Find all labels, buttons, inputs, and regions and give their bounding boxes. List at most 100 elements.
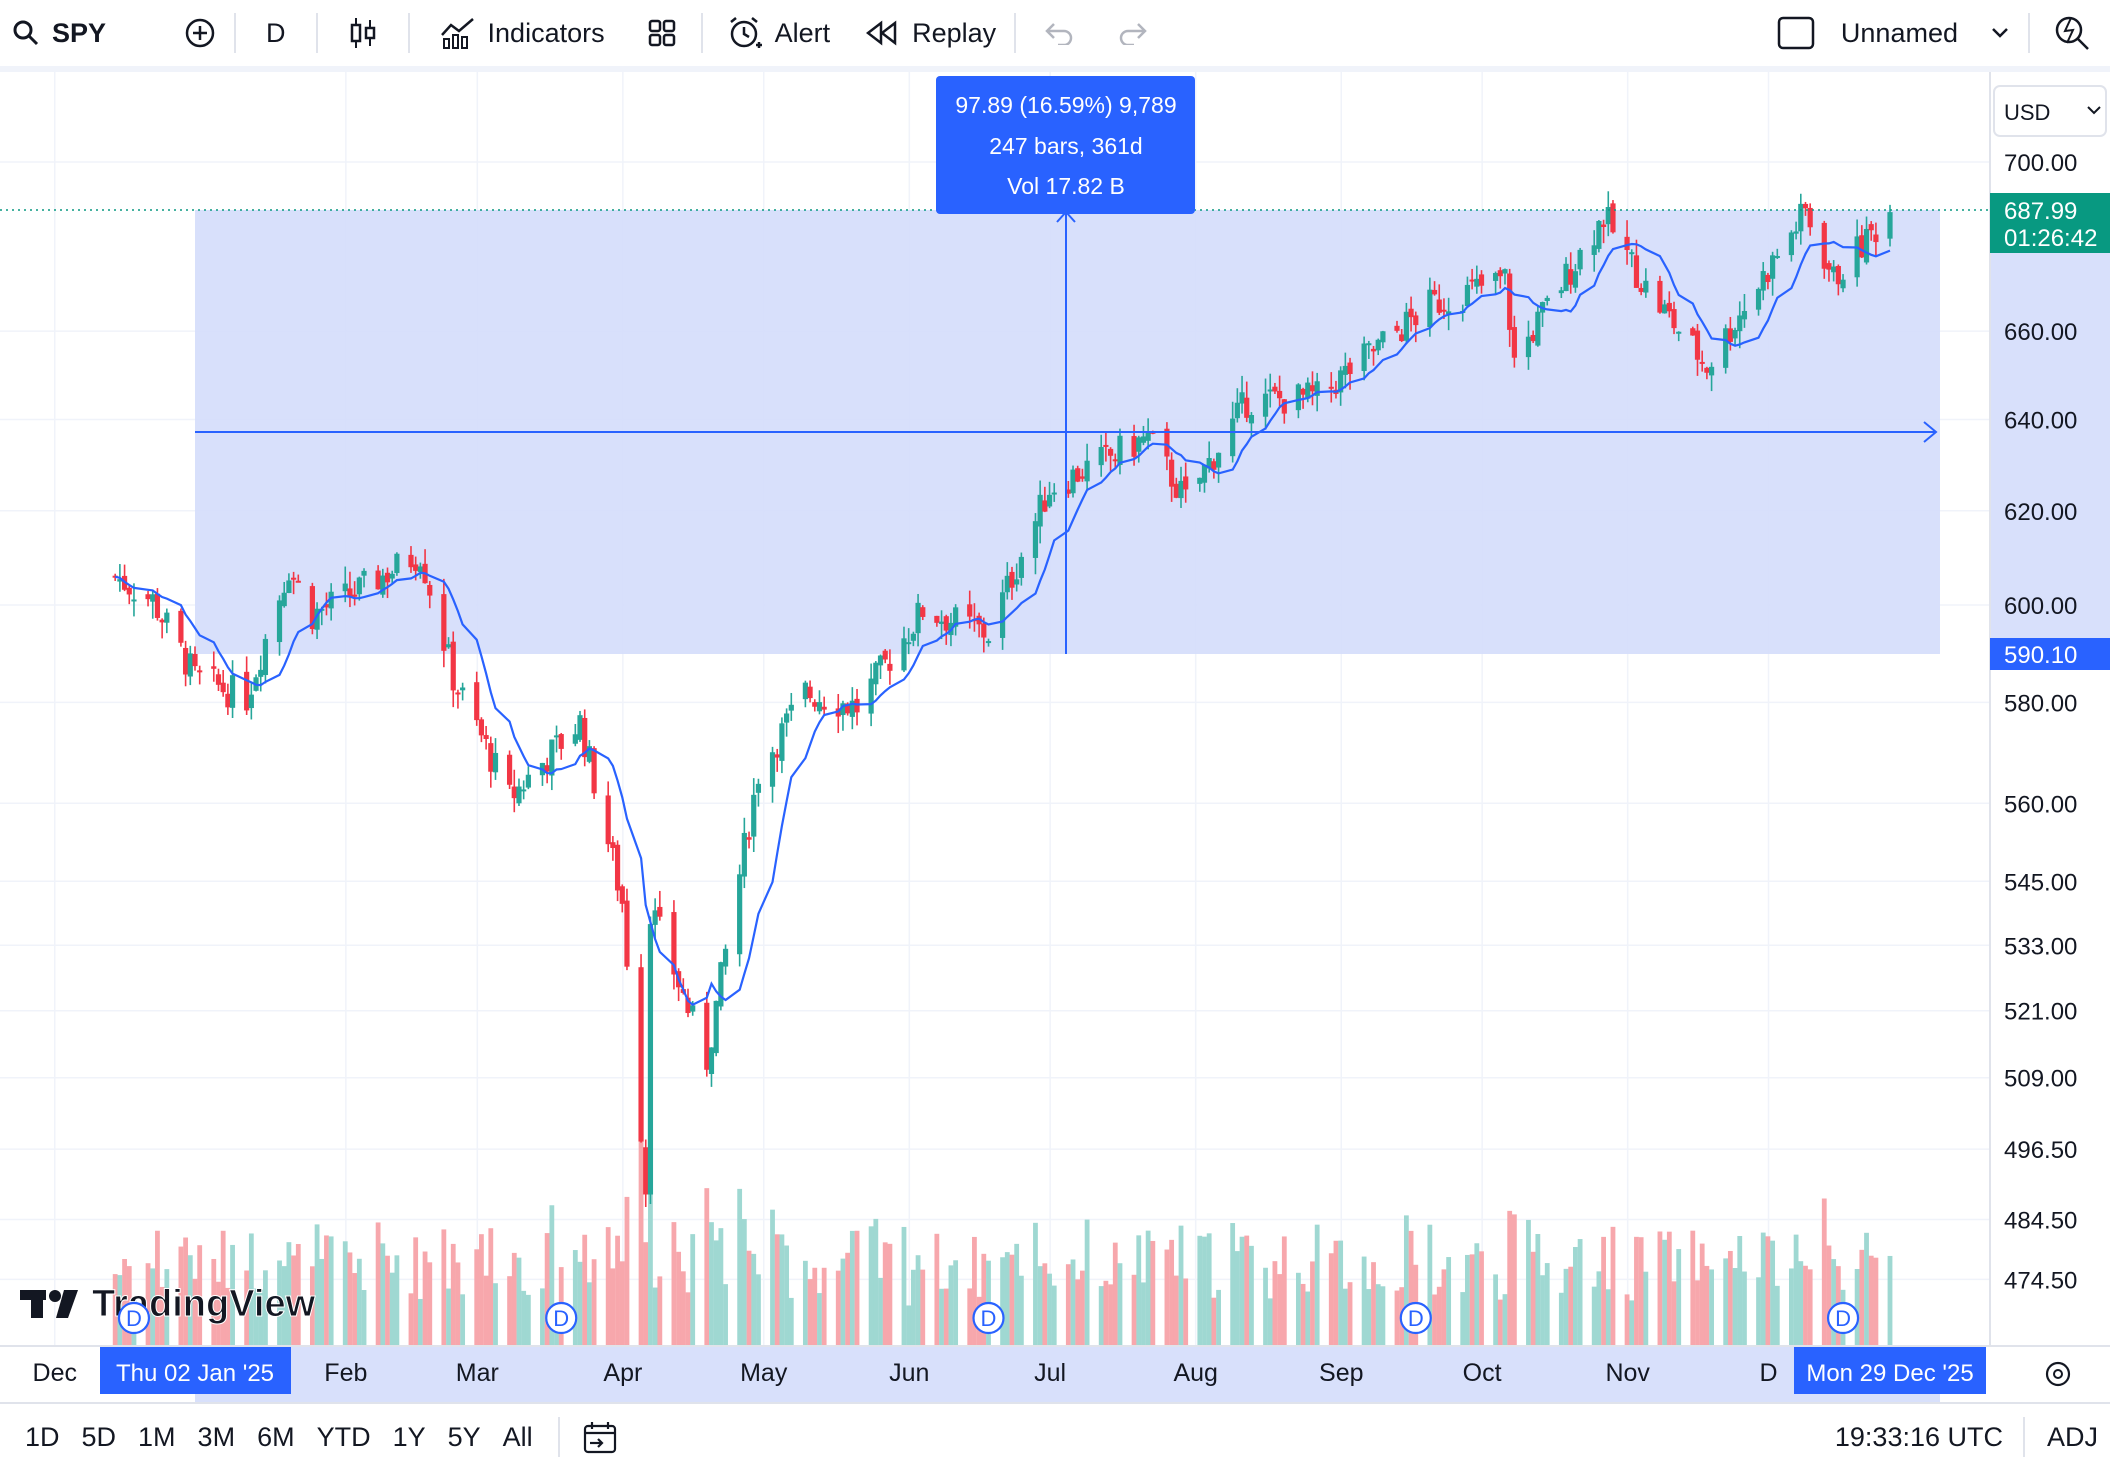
candle-body bbox=[483, 735, 489, 739]
volume-bar bbox=[1347, 1282, 1353, 1346]
volume-bar bbox=[1342, 1288, 1348, 1346]
candle-body bbox=[1535, 311, 1541, 346]
quick-search-button[interactable] bbox=[2030, 0, 2110, 66]
volume-bar bbox=[187, 1255, 193, 1346]
volume-bar bbox=[324, 1235, 329, 1346]
candle-body bbox=[1380, 331, 1386, 343]
interval-label: D bbox=[266, 17, 286, 48]
candle-body bbox=[1173, 483, 1179, 498]
candle-body bbox=[291, 577, 297, 580]
candle-body bbox=[1854, 236, 1860, 278]
candle-body bbox=[441, 594, 447, 651]
candle-body bbox=[323, 604, 330, 608]
dividend-marker[interactable] bbox=[972, 1301, 1005, 1335]
volume-bar bbox=[216, 1281, 221, 1346]
candle-body bbox=[1347, 362, 1353, 375]
candle-body bbox=[1248, 414, 1255, 424]
adjust-toggle[interactable]: ADJ bbox=[2046, 1421, 2098, 1452]
volume-bar bbox=[1305, 1291, 1311, 1346]
go-to-date-button[interactable] bbox=[560, 1420, 640, 1454]
layout-name-button[interactable]: Unnamed bbox=[1759, 0, 2028, 66]
toolbar-divider bbox=[1014, 13, 1017, 53]
candle-body bbox=[183, 647, 189, 675]
volume-bar bbox=[1042, 1263, 1048, 1346]
candle-body bbox=[943, 616, 949, 631]
dividend-marker[interactable] bbox=[1826, 1301, 1860, 1335]
candle-body bbox=[1277, 390, 1283, 399]
candle-body bbox=[314, 608, 320, 630]
candle-body bbox=[1624, 236, 1630, 250]
candle-body bbox=[1244, 397, 1250, 418]
volume-bar bbox=[1037, 1266, 1043, 1346]
range-button-1y[interactable]: 1Y bbox=[392, 1421, 426, 1452]
candle-body bbox=[1643, 280, 1649, 293]
range-button-1d[interactable]: 1D bbox=[25, 1421, 60, 1452]
range-button-5d[interactable]: 5D bbox=[81, 1421, 117, 1452]
moving-average-line bbox=[114, 240, 1891, 1007]
dividend-marker-label: D bbox=[553, 1306, 569, 1331]
dividend-marker[interactable] bbox=[1399, 1301, 1432, 1335]
candle-body bbox=[953, 607, 959, 627]
volume-bar bbox=[1544, 1263, 1550, 1346]
range-button-6m[interactable]: 6M bbox=[257, 1421, 295, 1452]
clock-label[interactable]: 19:33:16 UTC bbox=[1834, 1421, 2003, 1452]
top-toolbar: SPY D Indicators Alert Replay Unnamed bbox=[0, 0, 2110, 72]
measure-tooltip: 97.89 (16.59%) 9,789 247 bars, 361d Vol … bbox=[936, 76, 1195, 214]
layouts-button[interactable] bbox=[623, 0, 701, 66]
volume-bar bbox=[1507, 1210, 1513, 1346]
alert-button[interactable]: Alert bbox=[703, 0, 849, 66]
range-button-5y[interactable]: 5Y bbox=[447, 1421, 481, 1452]
volume-bar bbox=[197, 1245, 203, 1346]
candle-body bbox=[1492, 273, 1499, 281]
candle-body bbox=[1563, 263, 1569, 292]
symbol-search-button[interactable]: SPY bbox=[0, 0, 124, 66]
candle-body bbox=[164, 612, 170, 623]
volume-bar bbox=[417, 1298, 423, 1346]
candle-body bbox=[812, 702, 818, 707]
chart-settings-button[interactable] bbox=[2045, 1361, 2071, 1387]
candle-body bbox=[1629, 252, 1635, 255]
price-chart[interactable]: 97.89 (16.59%) 9,789 247 bars, 361d Vol … bbox=[0, 72, 2110, 1402]
candle-body bbox=[1577, 249, 1583, 270]
range-button-ytd[interactable]: YTD bbox=[316, 1421, 371, 1452]
volume-bar bbox=[1117, 1263, 1123, 1346]
candle-body bbox=[751, 794, 757, 837]
volume-bar bbox=[1281, 1236, 1287, 1346]
candle-body bbox=[1230, 418, 1236, 457]
dividend-marker[interactable] bbox=[545, 1301, 578, 1335]
volume-bar bbox=[1690, 1230, 1696, 1346]
volume-bar bbox=[408, 1293, 414, 1346]
candle-body bbox=[1840, 279, 1846, 289]
price-tick-label: 660.00 bbox=[2004, 319, 2077, 346]
candle-body bbox=[215, 674, 222, 685]
candle-body bbox=[389, 573, 395, 579]
volume-bar bbox=[413, 1237, 419, 1346]
volume-bar bbox=[385, 1255, 390, 1346]
range-button-1m[interactable]: 1M bbox=[138, 1421, 176, 1452]
currency-select[interactable]: USD bbox=[1993, 85, 2107, 137]
replay-button[interactable]: Replay bbox=[848, 0, 1014, 66]
range-button-all[interactable]: All bbox=[502, 1421, 533, 1452]
replay-label: Replay bbox=[912, 17, 997, 48]
redo-button[interactable] bbox=[1096, 0, 1170, 66]
dividend-marker[interactable] bbox=[117, 1301, 151, 1335]
candle-body bbox=[1699, 361, 1705, 364]
compare-button[interactable] bbox=[124, 0, 234, 66]
volume-bar bbox=[676, 1251, 682, 1346]
alert-label: Alert bbox=[774, 17, 831, 48]
volume-bar bbox=[422, 1251, 428, 1346]
candle-body bbox=[920, 607, 926, 617]
volume-bar bbox=[1601, 1236, 1606, 1346]
candle-body bbox=[774, 754, 780, 758]
undo-button[interactable] bbox=[1016, 0, 1096, 66]
measure-low-price-value: 590.10 bbox=[2004, 642, 2077, 669]
interval-button[interactable]: D bbox=[236, 0, 316, 66]
volume-bar bbox=[572, 1250, 578, 1346]
price-tick-label: 560.00 bbox=[2004, 791, 2077, 818]
indicators-button[interactable]: Indicators bbox=[410, 0, 623, 66]
volume-bar bbox=[230, 1244, 235, 1346]
chart-type-button[interactable] bbox=[318, 0, 408, 66]
volume-bar bbox=[511, 1252, 517, 1346]
range-button-3m[interactable]: 3M bbox=[197, 1421, 236, 1452]
candle-body bbox=[1831, 266, 1837, 273]
